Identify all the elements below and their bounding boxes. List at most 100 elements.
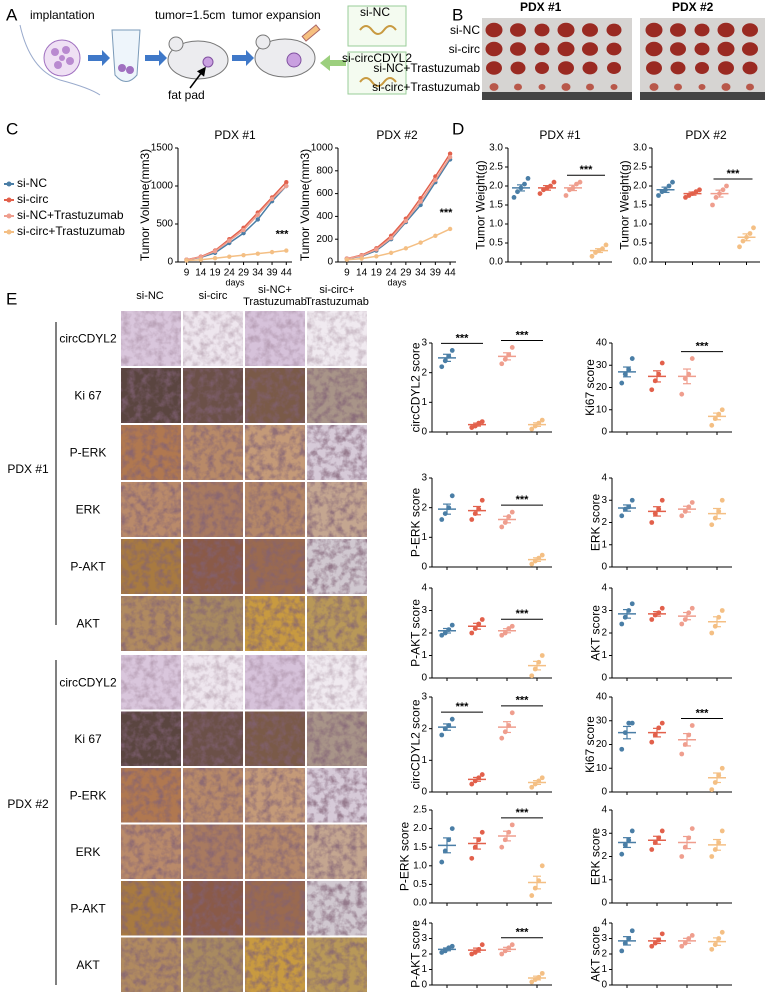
data-point <box>539 970 545 976</box>
ihc-texture <box>121 425 181 480</box>
ihc-texture <box>121 655 181 710</box>
ihc-texture <box>245 768 305 823</box>
y-tick-label: 0.0 <box>633 257 647 268</box>
data-point <box>659 497 665 503</box>
tumor <box>485 22 503 38</box>
y-tick-label: 2 <box>421 949 427 960</box>
ihc-texture <box>121 368 181 423</box>
y-axis-label: P-ERK score <box>397 822 411 892</box>
ihc-texture <box>183 937 243 992</box>
y-tick-label: 4 <box>421 583 427 594</box>
panel-label: E <box>6 289 17 308</box>
y-axis-label: Tumor Weight(g) <box>473 160 487 249</box>
tumor <box>510 42 526 56</box>
data-point <box>709 946 715 952</box>
y-tick-label: 4 <box>601 583 607 594</box>
data-point <box>469 855 475 861</box>
data-point <box>469 630 475 636</box>
y-tick-label: 1 <box>421 650 427 661</box>
series-marker <box>284 248 289 253</box>
data-point <box>619 621 625 627</box>
y-tick-label: 0 <box>167 257 173 268</box>
data-point <box>499 361 505 367</box>
y-tick-label: 0.0 <box>413 898 427 909</box>
tumor <box>534 23 550 37</box>
significance-label: *** <box>516 494 530 506</box>
series-marker <box>255 212 260 218</box>
data-point <box>629 928 635 934</box>
tumor <box>557 22 575 38</box>
y-tick-label: 1 <box>601 539 607 550</box>
schematic-text: tumor expansion <box>232 8 321 22</box>
y-axis-label: Tumor Volume(mm3) <box>138 149 152 261</box>
panel-label: B <box>452 5 463 24</box>
series-marker <box>344 257 350 262</box>
y-tick-label: 600 <box>316 188 333 199</box>
ihc-texture <box>307 482 367 537</box>
data-point <box>659 931 665 937</box>
tumor <box>557 41 575 57</box>
ihc-texture <box>307 425 367 480</box>
tumor <box>717 41 735 57</box>
y-tick-label: 40 <box>596 338 608 349</box>
y-tick-label: 0 <box>601 898 607 909</box>
y-tick-label: 4 <box>601 473 607 484</box>
y-tick-label: 1 <box>421 964 427 975</box>
data-point <box>449 348 455 353</box>
significance-label: *** <box>580 164 594 176</box>
tumor <box>514 83 522 91</box>
data-point <box>629 356 635 361</box>
data-point <box>709 854 715 859</box>
data-point <box>499 844 505 850</box>
data-point <box>659 720 665 726</box>
y-tick-label: 2 <box>421 367 427 378</box>
data-point <box>479 829 485 835</box>
y-tick-label: 0 <box>421 562 427 573</box>
y-axis-label: circCDYL2 score <box>409 699 423 789</box>
tumor <box>645 41 663 57</box>
ihc-texture <box>121 539 181 594</box>
ihc-column: si-circ <box>199 290 228 302</box>
data-point <box>719 828 725 834</box>
series-marker <box>227 254 232 259</box>
y-axis-label: AKT score <box>589 926 603 982</box>
series-marker <box>374 254 379 259</box>
data-point <box>603 242 609 248</box>
data-point <box>529 893 535 898</box>
ihc-texture <box>307 311 367 366</box>
tumor <box>674 83 682 91</box>
ihc-texture <box>245 824 305 879</box>
tumor <box>645 22 663 38</box>
y-tick-label: 2 <box>421 502 427 513</box>
data-point <box>529 979 535 985</box>
ihc-texture <box>245 368 305 423</box>
ihc-column: Trastuzumab <box>305 296 369 308</box>
data-point <box>539 863 545 869</box>
data-point <box>449 622 455 628</box>
y-tick-label: 2.0 <box>413 823 427 834</box>
data-point <box>479 617 485 622</box>
data-point <box>689 500 695 505</box>
tumor <box>742 42 758 56</box>
data-point <box>529 673 535 679</box>
data-point <box>689 356 695 361</box>
data-point <box>439 632 445 638</box>
ihc-texture <box>245 711 305 766</box>
ihc-texture <box>121 768 181 823</box>
y-tick-label: 3 <box>421 605 427 616</box>
data-point <box>679 854 685 859</box>
y-tick-label: 2 <box>601 851 607 862</box>
y-tick-label: 40 <box>596 692 608 703</box>
y-tick-label: 1000 <box>311 143 334 154</box>
y-tick-label: 3 <box>601 828 607 839</box>
data-point <box>719 765 725 771</box>
ihc-row: P-ERK <box>70 788 107 802</box>
y-axis-label: P-AKT score <box>409 920 423 988</box>
legend-label: si-circ+Trastuzumab <box>17 224 125 238</box>
ihc-row: P-ERK <box>70 446 107 460</box>
ihc-texture <box>245 937 305 992</box>
data-point <box>537 191 543 197</box>
panel-label: C <box>6 119 18 138</box>
tumor <box>670 42 686 56</box>
x-tick-label: 29 <box>238 268 250 279</box>
